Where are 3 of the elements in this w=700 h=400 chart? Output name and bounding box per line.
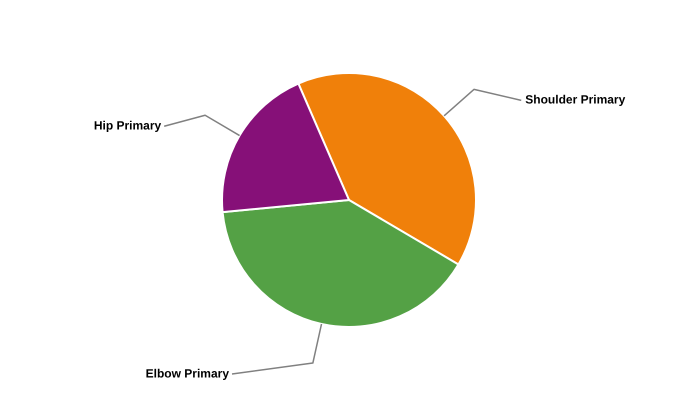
slice-label: Shoulder Primary [525,92,626,107]
slice-label: Hip Primary [94,118,162,133]
slice-label: Elbow Primary [146,366,230,380]
